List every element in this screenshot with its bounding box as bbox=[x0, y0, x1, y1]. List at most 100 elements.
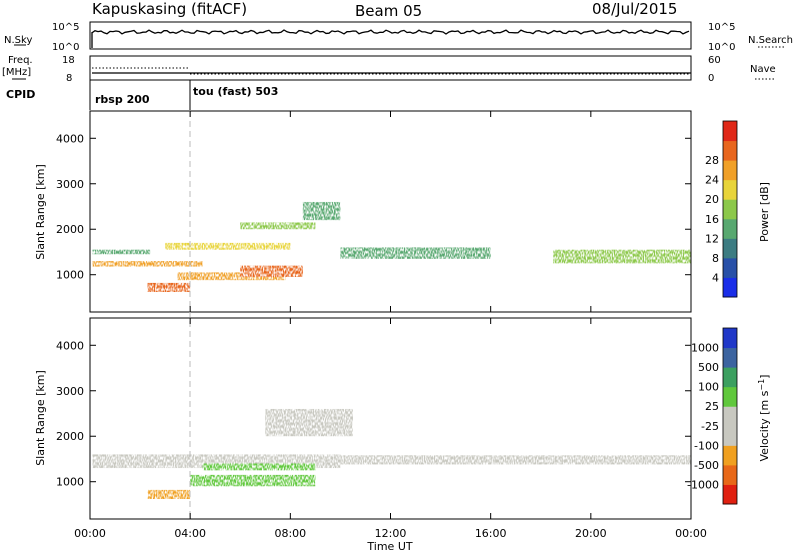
power-colorbar-tick: 12 bbox=[705, 232, 719, 245]
velocity-colorbar-tick: -1000 bbox=[687, 478, 719, 491]
power-colorbar-segment bbox=[723, 179, 737, 200]
power-colorbar-tick: 16 bbox=[705, 213, 719, 226]
time-tick-label: 12:00 bbox=[375, 527, 407, 540]
velocity-ytick-label: 3000 bbox=[56, 385, 84, 398]
power-frame bbox=[89, 110, 692, 313]
time-tick-label: 00:00 bbox=[675, 527, 707, 540]
velocity-ytick-label: 2000 bbox=[56, 430, 84, 443]
power-panel: 1000 2000 3000 4000 Slant Range [km] 4 8 12 16… bbox=[34, 110, 771, 313]
velocity-echo-band bbox=[265, 408, 353, 437]
time-tick-label: 16:00 bbox=[475, 527, 507, 540]
cpid-mode-2: tou (fast) 503 bbox=[193, 85, 278, 98]
velocity-panel: 1000 2000 3000 4000 Slant Range [km] 1000 50… bbox=[34, 317, 771, 520]
power-ytick-label: 4000 bbox=[56, 132, 84, 145]
velocity-colorbar-tick: -25 bbox=[701, 420, 719, 433]
velocity-colorbar-segment bbox=[723, 386, 737, 407]
beam-label: Beam 05 bbox=[355, 2, 422, 20]
power-echo-band bbox=[92, 249, 151, 255]
nsearch-tick-top: 10^5 bbox=[708, 22, 735, 33]
freq-unit-label: [MHz] bbox=[2, 67, 31, 78]
power-colorbar-segment bbox=[723, 199, 737, 220]
power-echo-band bbox=[92, 261, 203, 267]
freq-label: Freq. bbox=[8, 55, 33, 66]
power-colorbar-segment bbox=[723, 218, 737, 239]
power-colorbar: 4 8 12 16 20 24 28 bbox=[705, 120, 738, 298]
cpid-mode-1: rbsp 200 bbox=[95, 93, 150, 106]
velocity-colorbar-segment bbox=[723, 464, 737, 485]
freq-frame bbox=[89, 55, 692, 81]
freq-tick-bottom: 8 bbox=[66, 73, 72, 84]
nsearch-tick-bottom: 10^0 bbox=[708, 42, 735, 53]
velocity-frame bbox=[89, 317, 692, 520]
power-colorbar-segment bbox=[723, 257, 737, 278]
power-colorbar-segment bbox=[723, 140, 737, 161]
velocity-ytick-label: 1000 bbox=[56, 476, 84, 489]
power-echo-band bbox=[302, 201, 341, 221]
nave-tick-top: 60 bbox=[708, 55, 721, 66]
power-echo-band bbox=[177, 272, 286, 281]
power-colorbar-segment bbox=[723, 238, 737, 259]
power-ylabel: Slant Range [km] bbox=[34, 164, 47, 260]
velocity-colorbar-tick: -100 bbox=[694, 439, 719, 452]
nave-label: Nave bbox=[750, 64, 776, 75]
velocity-colorbar-segment bbox=[723, 347, 737, 368]
velocity-colorbar-segment bbox=[723, 406, 737, 427]
date-label: 08/Jul/2015 bbox=[592, 0, 677, 18]
velocity-echo-band bbox=[340, 455, 691, 465]
freq-tick-top: 18 bbox=[62, 55, 75, 66]
power-colorbar-tick: 20 bbox=[705, 193, 719, 206]
power-colorbar-frame bbox=[722, 120, 738, 298]
nsky-tick-bottom: 10^0 bbox=[52, 42, 79, 53]
power-echo-band bbox=[147, 282, 191, 292]
nsky-trace bbox=[91, 29, 690, 48]
velocity-colorbar-tick: -500 bbox=[694, 459, 719, 472]
power-colorbar-tick: 24 bbox=[705, 174, 719, 187]
power-colorbar-tick: 4 bbox=[712, 271, 719, 284]
time-axis-label: Time UT bbox=[366, 540, 412, 553]
nsky-tick-top: 10^5 bbox=[52, 22, 79, 33]
power-ytick-label: 1000 bbox=[56, 269, 84, 282]
cpid-label: CPID bbox=[6, 88, 35, 101]
power-ytick-label: 2000 bbox=[56, 223, 84, 236]
velocity-colorbar-segment bbox=[723, 328, 737, 349]
power-colorbar-tick: 8 bbox=[712, 252, 719, 265]
time-tick-label: 08:00 bbox=[274, 527, 306, 540]
station-title: Kapuskasing (fitACF) bbox=[92, 0, 247, 18]
velocity-echo-band bbox=[147, 489, 191, 499]
velocity-ytick-label: 4000 bbox=[56, 339, 84, 352]
velocity-colorbar-tick: 100 bbox=[698, 381, 719, 394]
power-echo-band bbox=[165, 242, 291, 250]
power-ytick-label: 3000 bbox=[56, 178, 84, 191]
velocity-colorbar-segment bbox=[723, 445, 737, 466]
power-echo-band bbox=[340, 247, 491, 259]
time-tick-label: 04:00 bbox=[174, 527, 206, 540]
time-axis: 00:00 04:00 08:00 12:00 16:00 20:00 00:00 bbox=[74, 111, 707, 540]
velocity-colorbar-label: Velocity [m s−1] bbox=[757, 375, 771, 462]
velocity-echo-band bbox=[202, 463, 316, 471]
velocity-echo-layer bbox=[92, 408, 691, 499]
velocity-colorbar-frame bbox=[722, 327, 738, 505]
velocity-colorbar: 1000 500 100 25 -25 -100 -500 -1000 bbox=[687, 327, 738, 505]
velocity-ylabel: Slant Range [km] bbox=[34, 370, 47, 466]
power-yaxis: 1000 2000 3000 4000 bbox=[56, 132, 691, 282]
velocity-colorbar-tick: 1000 bbox=[691, 342, 719, 355]
velocity-colorbar-segment bbox=[723, 425, 737, 446]
power-echo-layer bbox=[92, 201, 691, 292]
velocity-echo-band bbox=[190, 474, 316, 487]
velocity-colorbar-tick: 500 bbox=[698, 361, 719, 374]
velocity-colorbar-tick: 25 bbox=[705, 400, 719, 413]
velocity-yaxis: 1000 2000 3000 4000 bbox=[56, 339, 691, 489]
time-tick-label: 00:00 bbox=[74, 527, 106, 540]
power-echo-band bbox=[240, 265, 303, 277]
power-colorbar-tick: 28 bbox=[705, 154, 719, 167]
velocity-colorbar-segment bbox=[723, 484, 737, 505]
power-colorbar-label: Power [dB] bbox=[758, 182, 771, 242]
nsearch-label: N.Search bbox=[748, 35, 793, 46]
power-echo-band bbox=[240, 222, 316, 230]
velocity-colorbar-segment bbox=[723, 367, 737, 388]
time-tick-label: 20:00 bbox=[575, 527, 607, 540]
freq-strip: Freq. [MHz] 18 8 60 0 Nave bbox=[2, 55, 776, 84]
nsky-frame bbox=[89, 21, 692, 50]
power-colorbar-segment bbox=[723, 160, 737, 181]
